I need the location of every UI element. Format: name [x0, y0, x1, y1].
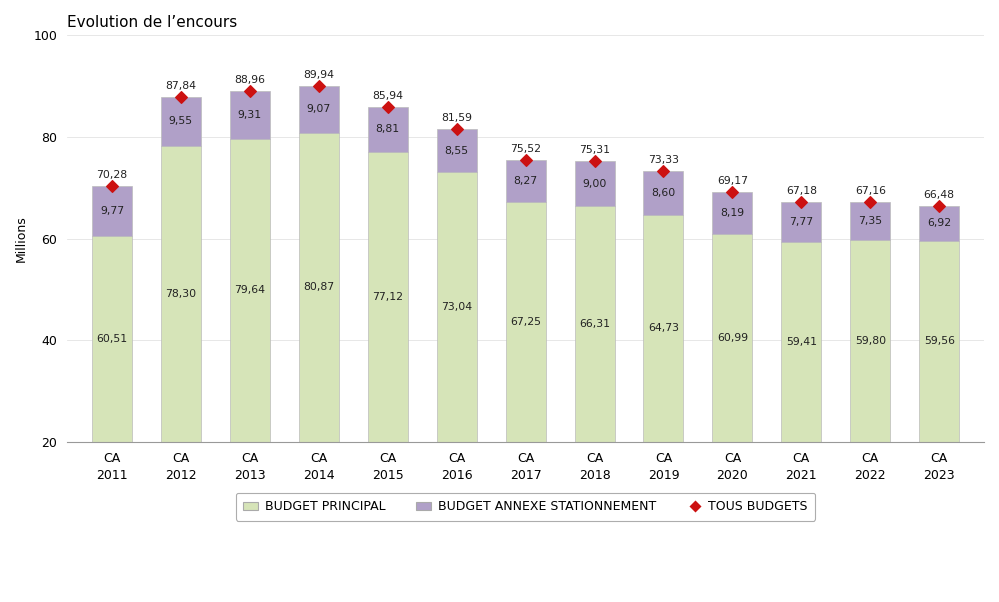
Bar [643, 214, 683, 442]
Text: 75,52: 75,52 [510, 144, 541, 154]
Bar [92, 236, 132, 442]
Point [793, 197, 809, 207]
Text: 81,59: 81,59 [442, 113, 473, 123]
Text: 73,33: 73,33 [648, 155, 679, 165]
Bar [781, 202, 821, 241]
Text: 60,99: 60,99 [717, 333, 748, 343]
Bar [781, 241, 821, 442]
Text: 59,80: 59,80 [855, 336, 886, 346]
Text: 8,19: 8,19 [720, 208, 744, 218]
Bar [574, 161, 614, 206]
Bar [161, 146, 201, 442]
Text: 80,87: 80,87 [304, 282, 335, 292]
Text: 8,55: 8,55 [445, 146, 469, 155]
Text: 9,55: 9,55 [169, 116, 193, 126]
Text: 79,64: 79,64 [235, 285, 266, 295]
Text: 59,56: 59,56 [924, 337, 955, 346]
Text: 73,04: 73,04 [442, 302, 473, 312]
Bar [505, 160, 545, 202]
Point [862, 197, 878, 207]
Point [173, 92, 189, 102]
Point [655, 166, 671, 176]
Point [242, 87, 258, 96]
Point [724, 187, 740, 197]
Text: 59,41: 59,41 [786, 337, 817, 347]
Text: 78,30: 78,30 [165, 288, 197, 299]
Text: 64,73: 64,73 [648, 323, 679, 333]
Text: 9,31: 9,31 [238, 110, 262, 120]
Point [380, 102, 396, 111]
Text: 67,25: 67,25 [510, 317, 541, 327]
Bar [437, 172, 477, 442]
Text: 7,77: 7,77 [789, 217, 813, 227]
Legend: BUDGET PRINCIPAL, BUDGET ANNEXE STATIONNEMENT, TOUS BUDGETS: BUDGET PRINCIPAL, BUDGET ANNEXE STATIONN… [236, 493, 815, 521]
Point [449, 124, 465, 134]
Point [931, 201, 947, 211]
Text: 75,31: 75,31 [579, 144, 610, 155]
Text: 77,12: 77,12 [373, 291, 404, 302]
Bar [437, 129, 477, 172]
Text: 8,27: 8,27 [513, 176, 537, 185]
Bar [574, 206, 614, 442]
Point [104, 181, 120, 191]
Bar [919, 241, 959, 442]
Y-axis label: Millions: Millions [15, 215, 28, 262]
Bar [712, 234, 752, 442]
Bar [850, 240, 890, 442]
Text: 8,60: 8,60 [651, 188, 675, 197]
Text: 85,94: 85,94 [373, 91, 404, 101]
Text: 70,28: 70,28 [96, 170, 128, 180]
Bar [368, 152, 408, 442]
Bar [230, 92, 270, 138]
Bar [368, 107, 408, 152]
Text: 9,00: 9,00 [582, 179, 606, 188]
Text: 9,07: 9,07 [307, 105, 331, 114]
Point [586, 156, 602, 166]
Text: 9,77: 9,77 [100, 206, 124, 216]
Bar [299, 132, 339, 442]
Bar [299, 87, 339, 132]
Text: 89,94: 89,94 [304, 70, 335, 80]
Text: 69,17: 69,17 [717, 176, 748, 186]
Bar [505, 202, 545, 442]
Bar [850, 202, 890, 240]
Text: 67,18: 67,18 [786, 186, 817, 196]
Text: 60,51: 60,51 [96, 334, 128, 344]
Bar [161, 97, 201, 146]
Bar [712, 192, 752, 234]
Text: 66,31: 66,31 [579, 319, 610, 329]
Text: 66,48: 66,48 [924, 190, 955, 199]
Bar [92, 186, 132, 236]
Text: 8,81: 8,81 [376, 124, 400, 134]
Bar [643, 171, 683, 214]
Text: 88,96: 88,96 [235, 75, 266, 85]
Text: Evolution de l’encours: Evolution de l’encours [67, 15, 238, 30]
Text: 67,16: 67,16 [855, 186, 886, 196]
Point [517, 155, 533, 164]
Bar [919, 206, 959, 241]
Point [311, 82, 327, 92]
Text: 6,92: 6,92 [927, 218, 951, 228]
Text: 7,35: 7,35 [858, 216, 882, 226]
Text: 87,84: 87,84 [166, 81, 197, 91]
Bar [230, 138, 270, 442]
